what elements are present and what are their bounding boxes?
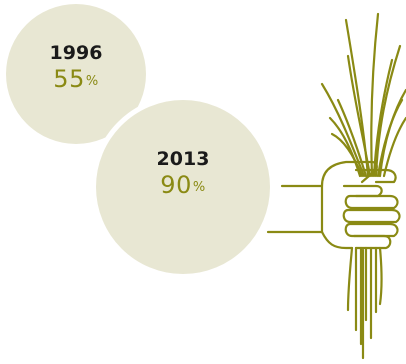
stat-year: 2013	[156, 148, 210, 170]
stat-circle-2013	[96, 100, 270, 274]
stat-circle-1996	[6, 4, 146, 144]
stat-value: 55%	[53, 65, 99, 93]
stat-1996: 1996 55%	[6, 42, 146, 94]
stat-2013: 2013 90%	[113, 148, 253, 200]
stat-year: 1996	[49, 42, 103, 64]
stat-value: 90%	[160, 171, 206, 199]
